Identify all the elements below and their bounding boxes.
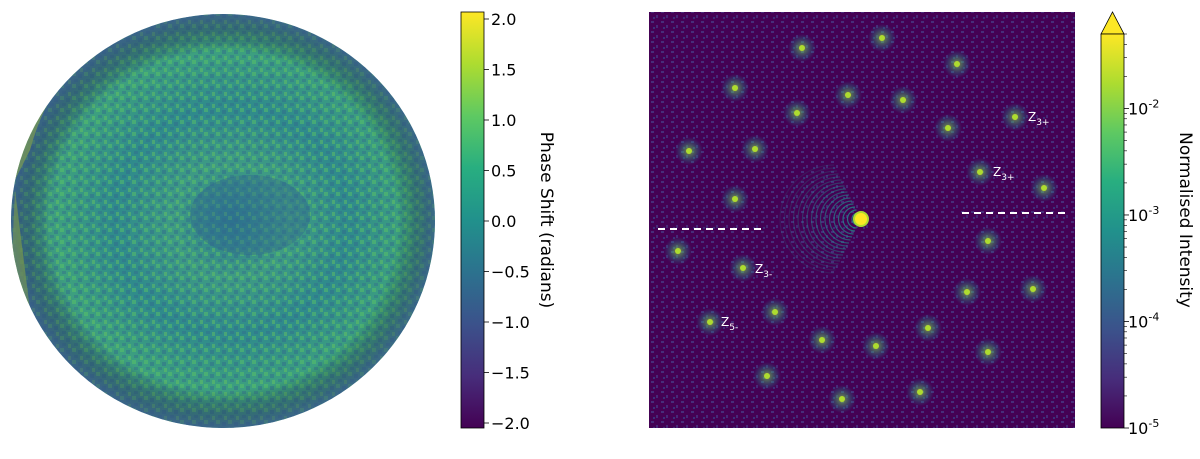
psf-spot [985,238,991,244]
psf-spot [954,61,960,67]
psf-spot [772,309,778,315]
psf-ring [797,176,841,262]
psf-ring [819,191,848,247]
psf-spot [1041,185,1047,191]
psf-spot [686,148,692,154]
intensity-tick-label: 10-2 [1128,97,1159,118]
psf-spot [675,248,681,254]
phase-tick-label: −2.0 [491,414,530,433]
psf-spot [732,85,738,91]
intensity-tick-label: 10-3 [1128,204,1159,225]
psf-ring [833,200,853,238]
psf-spot [1030,286,1036,292]
psf-spot [985,349,991,355]
phase-tick-label: −0.5 [491,263,530,282]
psf-spot [794,110,800,116]
phase-colorbar: 2.0 1.5 1.0 0.5 0.0 −0.5 −1.0 −1.5 −2.0 Phase Sh… [460,10,556,433]
psf-spot [917,389,923,395]
intensity-tick-label: 10-5 [1128,417,1159,438]
central-psf-rings [779,164,869,274]
psf-spot [707,319,713,325]
psf-ring [846,209,857,229]
psf-spot [879,35,885,41]
psf-spot [945,125,951,131]
pupil-phase-map [11,14,435,428]
psf-spot [925,325,931,331]
psf-ring [788,170,838,268]
psf-spot [819,337,825,343]
phase-tick-label: −1.0 [491,313,530,332]
psf-ring [783,167,836,271]
psf-spot [1012,114,1018,120]
phase-tick-label: 1.5 [491,61,516,80]
psf-spot [732,196,738,202]
phase-colorbar-scale [460,11,485,429]
psf-ring [837,203,854,235]
psf-spot [740,265,746,271]
psf-spot [964,289,970,295]
psf-spot [752,146,758,152]
phase-tick-label: 0.0 [491,212,516,231]
intensity-colorbar-extend-arrow [1100,11,1125,35]
intensity-colorbar: 10-2 10-3 10-4 10-5 Normalised Intensity [1100,11,1195,438]
psf-spot [977,169,983,175]
psf-ring [801,179,842,259]
psf-ring [824,194,850,244]
psf-ring [828,197,851,241]
phase-tick-label: 0.5 [491,162,516,181]
psf-spot [873,343,879,349]
psf-ring [792,173,839,265]
psf-ring [810,185,845,253]
psf-ring [842,206,856,232]
psf-spot [900,97,906,103]
annotation-z3plus-lower: Z3+ [993,165,1015,183]
psf-intensity-map: Z3+ Z3+ Z3- Z5- [649,12,1075,428]
phase-tick-label: 1.0 [491,111,516,130]
intensity-colorbar-label: Normalised Intensity [1175,132,1195,308]
psf-ring [806,182,844,256]
phase-colorbar-label: Phase Shift (radians) [536,132,556,308]
psf-ring [815,188,847,250]
annotation-z5minus: Z5- [721,315,738,333]
annotation-z3minus: Z3- [755,262,772,280]
intensity-tick-label: 10-4 [1128,310,1159,331]
intensity-colorbar-scale [1100,33,1125,429]
psf-spot [764,373,770,379]
psf-spot [845,92,851,98]
annotation-z3plus-upper: Z3+ [1028,110,1050,128]
psf-spot [799,45,805,51]
phase-tick-label: −1.5 [491,364,530,383]
phase-tick-label: 2.0 [491,10,516,29]
psf-spot [839,396,845,402]
central-psf-core [853,211,869,227]
psf-ring [779,164,835,274]
